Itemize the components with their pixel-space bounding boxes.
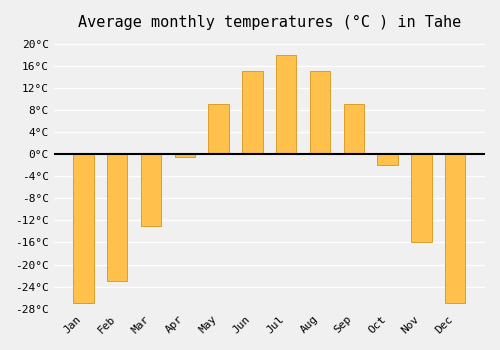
Bar bbox=[445, 154, 466, 303]
Bar bbox=[378, 154, 398, 165]
Bar bbox=[242, 71, 262, 154]
Bar bbox=[73, 154, 94, 303]
Title: Average monthly temperatures (°C ) in Tahe: Average monthly temperatures (°C ) in Ta… bbox=[78, 15, 461, 30]
Bar bbox=[310, 71, 330, 154]
Bar bbox=[208, 104, 229, 154]
Bar bbox=[174, 154, 195, 157]
Bar bbox=[276, 55, 296, 154]
Bar bbox=[107, 154, 128, 281]
Bar bbox=[141, 154, 161, 226]
Bar bbox=[344, 104, 364, 154]
Bar bbox=[412, 154, 432, 243]
